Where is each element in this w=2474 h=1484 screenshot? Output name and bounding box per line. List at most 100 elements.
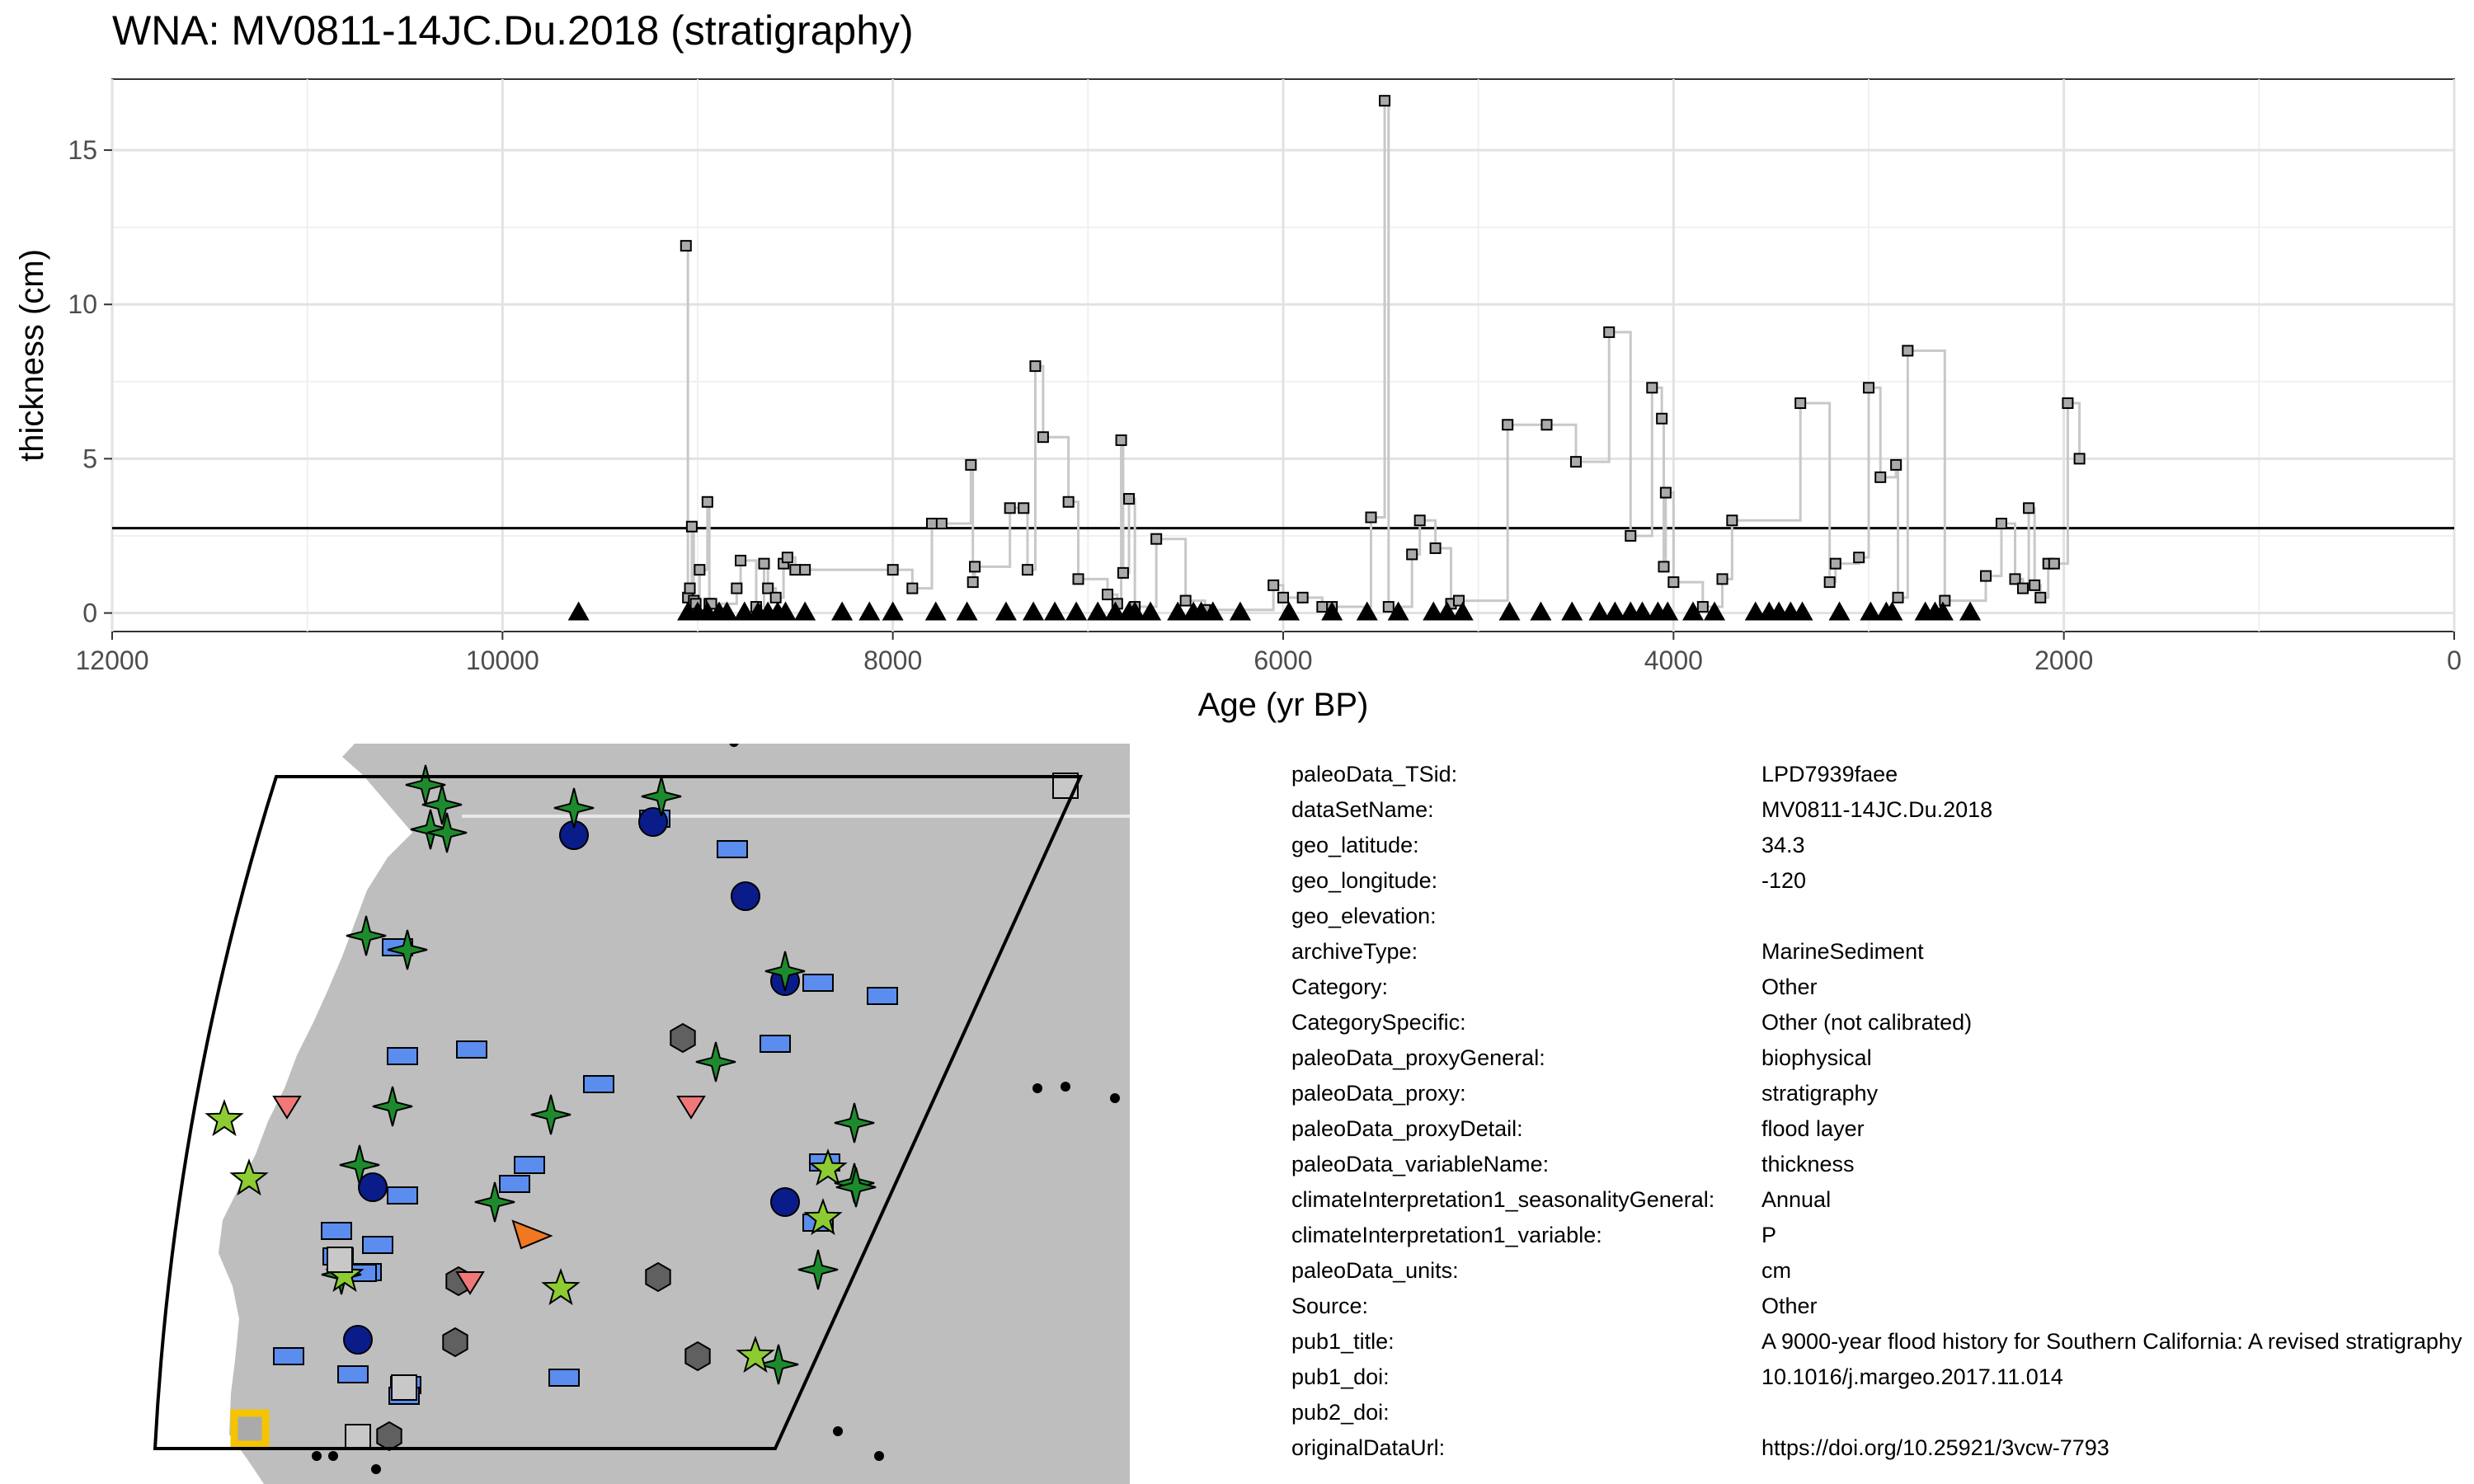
age-control-marker [1498, 601, 1521, 621]
metadata-key: paleoData_proxy: [1291, 1081, 1466, 1106]
site-star4-marker [421, 784, 463, 825]
site-rect-marker [387, 1047, 418, 1065]
metadata-key: geo_longitude: [1291, 868, 1438, 893]
metadata-key: dataSetName: [1291, 797, 1434, 822]
site-square-marker [345, 1424, 371, 1450]
data-point [1382, 601, 1395, 613]
data-point [1502, 419, 1514, 431]
data-point [1179, 594, 1192, 607]
data-point [1413, 514, 1426, 527]
x-tick-label: 8000 [863, 646, 922, 675]
metadata-row: paleoData_proxy: stratigraphy [1291, 1081, 2474, 1116]
metadata-key: pub1_title: [1291, 1329, 1395, 1354]
metadata-value: MV0811-14JC.Du.2018 [1761, 797, 1993, 822]
age-control-marker [1561, 601, 1583, 621]
thickness-step-line [685, 99, 2081, 612]
data-point [1863, 382, 1874, 394]
age-control-marker [924, 601, 947, 621]
age-control-marker [1124, 601, 1146, 621]
metadata-value: https://doi.org/10.25921/3vcw-7793 [1761, 1435, 2109, 1460]
data-point [887, 564, 899, 576]
age-control-marker [995, 601, 1017, 621]
data-point [1696, 601, 1709, 613]
site-dot-marker [1110, 1093, 1120, 1103]
site-star4-marker [835, 1167, 877, 1208]
data-point [1726, 514, 1738, 527]
metadata-value: LPD7939faee [1761, 762, 1898, 787]
data-series [567, 95, 2086, 621]
metadata-key: climateInterpretation1_variable: [1291, 1223, 1602, 1247]
site-rect-marker [499, 1175, 530, 1193]
metadata-value: thickness [1761, 1152, 1855, 1176]
site-star4-marker [426, 812, 468, 853]
site-star4-marker [410, 809, 451, 850]
site-dot-marker [833, 1426, 843, 1436]
site-rect-marker [514, 1156, 545, 1174]
data-point [2016, 582, 2029, 594]
site-star4-marker [346, 915, 387, 956]
data-point [1115, 434, 1127, 446]
metadata-value: cm [1761, 1258, 1791, 1283]
x-tick-label: 10000 [466, 646, 539, 675]
data-point [906, 582, 919, 594]
data-point [1117, 566, 1129, 579]
age-control-marker [774, 601, 797, 621]
data-point [2062, 397, 2074, 410]
y-axis-label: thickness (cm) [14, 249, 50, 462]
data-point [1379, 95, 1391, 107]
data-point [1902, 345, 1914, 357]
age-control-marker [1604, 601, 1626, 621]
metadata-key: pub2_doi: [1291, 1400, 1390, 1425]
x-axis-label: Age (yr BP) [1198, 687, 1369, 723]
x-tick-label: 6000 [1253, 646, 1312, 675]
site-hex-marker [670, 1022, 696, 1054]
data-point [1406, 548, 1418, 561]
site-square-marker [327, 1247, 353, 1273]
data-point [1429, 542, 1442, 554]
age-control-marker [1321, 601, 1343, 621]
data-point [769, 591, 782, 603]
ocean-area [112, 744, 412, 1484]
data-point [680, 240, 692, 252]
data-point [799, 564, 811, 576]
age-control-marker [1881, 601, 1903, 621]
data-point [969, 561, 981, 573]
metadata-value: biophysical [1761, 1045, 1872, 1070]
data-point [1102, 589, 1113, 601]
data-point [1062, 495, 1075, 508]
age-control-marker [1023, 601, 1045, 621]
metadata-key: Source: [1291, 1294, 1369, 1318]
data-point [1716, 573, 1729, 585]
site-star4-marker [530, 1094, 571, 1135]
site-star4-marker [387, 929, 428, 970]
data-point [1995, 517, 2007, 529]
data-point [731, 582, 743, 594]
age-control-marker [1202, 601, 1224, 621]
data-point [1823, 576, 1836, 589]
site-star5-marker [803, 1198, 843, 1236]
age-control-marker [1931, 601, 1954, 621]
data-point [1150, 533, 1163, 545]
age-control-marker [1140, 601, 1162, 621]
metadata-key: paleoData_variableName: [1291, 1152, 1550, 1176]
age-control-marker [1423, 601, 1445, 621]
metadata-value: -120 [1761, 868, 1807, 893]
data-point [694, 564, 706, 576]
age-control-marker [1167, 601, 1189, 621]
metadata-row: paleoData_variableName: thickness [1291, 1152, 2474, 1187]
metadata-key: paleoData_units: [1291, 1258, 1459, 1283]
data-point [965, 458, 977, 471]
x-tick-label: 0 [2447, 646, 2462, 675]
site-rect-marker [337, 1365, 369, 1383]
site-rect-marker [717, 840, 748, 858]
data-point [1829, 557, 1841, 570]
site-rect-marker [321, 1222, 352, 1240]
age-control-marker [1682, 601, 1704, 621]
metadata-row: dataSetName: MV0811-14JC.Du.2018 [1291, 797, 2474, 833]
age-control-marker [1657, 601, 1679, 621]
site-star5-marker [541, 1268, 581, 1306]
site-dot-marker [328, 1451, 338, 1461]
site-dot-marker [1061, 1082, 1070, 1092]
metadata-key: Category: [1291, 974, 1389, 999]
age-control-marker [1104, 601, 1126, 621]
